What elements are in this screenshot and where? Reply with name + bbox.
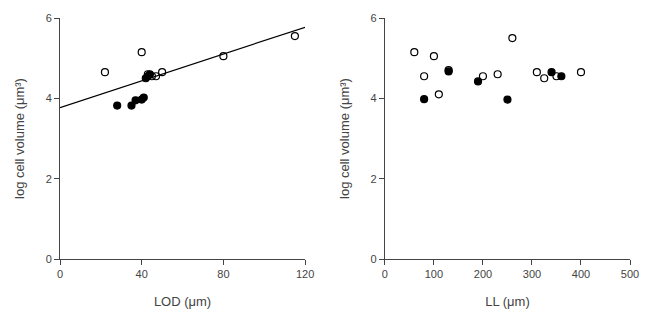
svg-text:LOD (μm): LOD (μm) — [154, 294, 211, 309]
svg-text:2: 2 — [371, 173, 377, 185]
svg-text:300: 300 — [523, 268, 541, 280]
svg-text:500: 500 — [621, 268, 639, 280]
svg-text:4: 4 — [371, 92, 377, 104]
svg-text:0: 0 — [46, 253, 52, 265]
svg-text:0: 0 — [371, 253, 377, 265]
svg-text:200: 200 — [474, 268, 492, 280]
svg-text:80: 80 — [217, 268, 229, 280]
svg-text:6: 6 — [371, 12, 377, 24]
svg-text:100: 100 — [425, 268, 443, 280]
svg-text:0: 0 — [57, 268, 63, 280]
svg-text:40: 40 — [136, 268, 148, 280]
svg-text:log cell volume (μm³): log cell volume (μm³) — [337, 78, 352, 199]
svg-text:400: 400 — [572, 268, 590, 280]
svg-text:0: 0 — [382, 268, 388, 280]
svg-text:LL (μm): LL (μm) — [485, 294, 530, 309]
svg-text:6: 6 — [46, 12, 52, 24]
svg-text:log cell volume (μm³): log cell volume (μm³) — [12, 78, 27, 199]
svg-text:2: 2 — [46, 173, 52, 185]
svg-text:120: 120 — [296, 268, 314, 280]
svg-text:4: 4 — [46, 92, 52, 104]
